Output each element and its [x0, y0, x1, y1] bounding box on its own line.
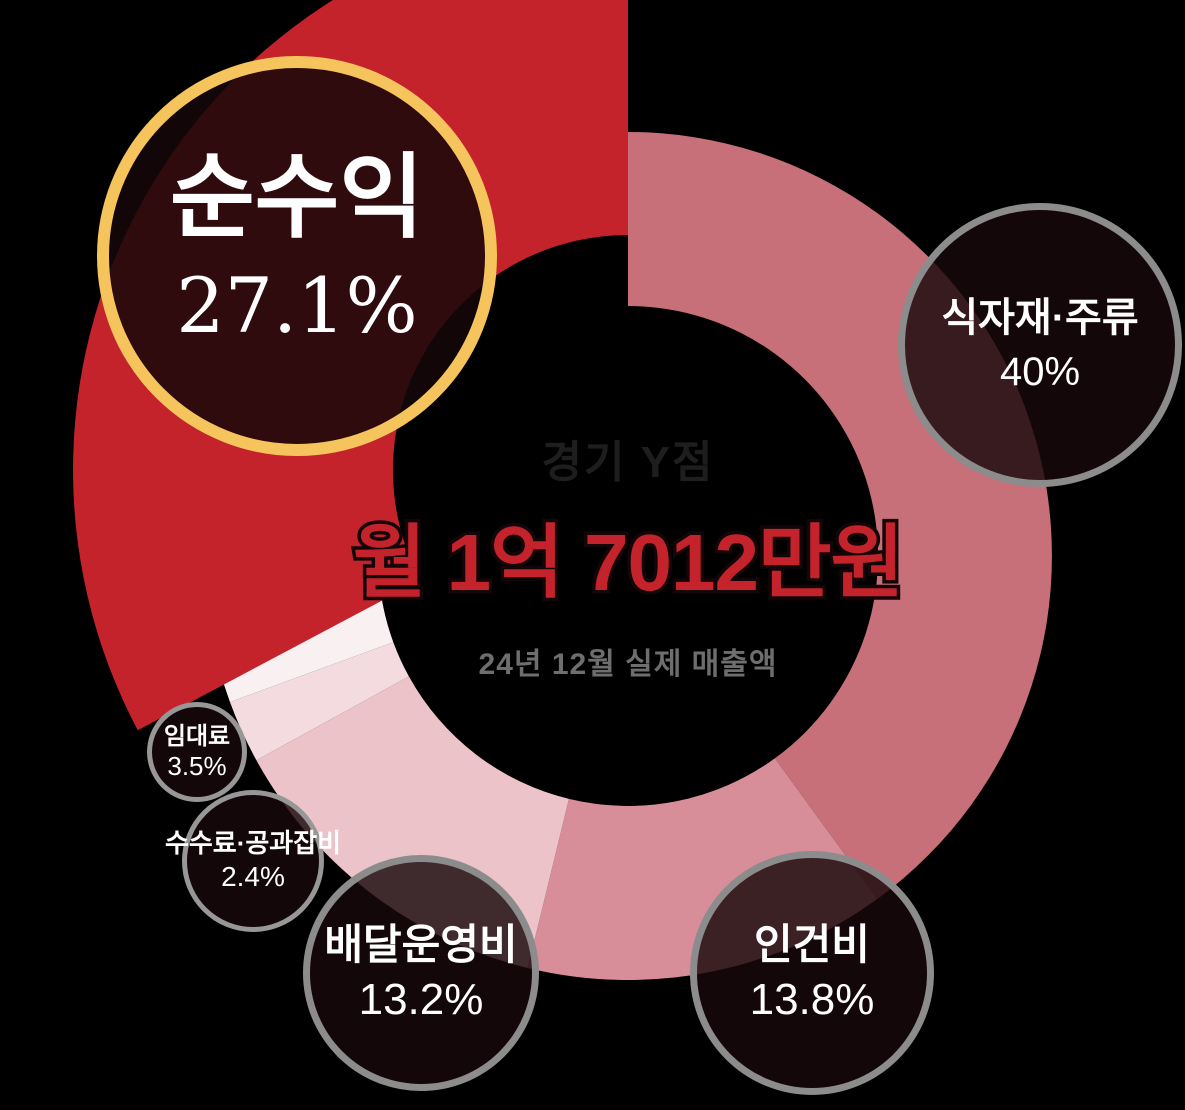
- monthly-revenue-value: 월 1억 7012만원: [349, 517, 907, 607]
- bubble-label: 인건비: [754, 920, 870, 968]
- donut-segment-3: [230, 642, 409, 761]
- revenue-caption: 24년 12월 실제 매출액: [478, 647, 778, 681]
- center-text-block: 경기 Y점 월 1억 7012만원 24년 12월 실제 매출액: [228, 438, 1028, 683]
- bubble-label: 식자재·주류: [941, 296, 1139, 340]
- bubble-label: 순수익: [170, 142, 424, 251]
- bubble-value: 13.8%: [749, 974, 875, 1024]
- bubble-label: 수수료·공과잡비: [164, 828, 342, 859]
- bubble-labor-cost: 인건비 13.8%: [690, 851, 934, 1095]
- bubble-value: 40%: [999, 350, 1081, 394]
- bubble-value: 27.1%: [176, 260, 418, 350]
- bubble-net-profit: 순수익 27.1%: [97, 56, 497, 456]
- bubble-value: 2.4%: [221, 860, 285, 892]
- bubble-label: 임대료: [163, 722, 231, 750]
- bubble-food-liquor: 식자재·주류 40%: [898, 203, 1182, 487]
- store-title: 경기 Y점: [541, 438, 715, 487]
- bubble-value: 13.2%: [358, 974, 484, 1024]
- bubble-rent: 임대료 3.5%: [147, 702, 247, 802]
- bubble-fees-utilities: 수수료·공과잡비 2.4%: [165, 790, 341, 932]
- bubble-value: 3.5%: [167, 750, 227, 781]
- bubble-delivery-cost: 배달운영비 13.2%: [303, 855, 539, 1091]
- bubble-label: 배달운영비: [324, 920, 518, 968]
